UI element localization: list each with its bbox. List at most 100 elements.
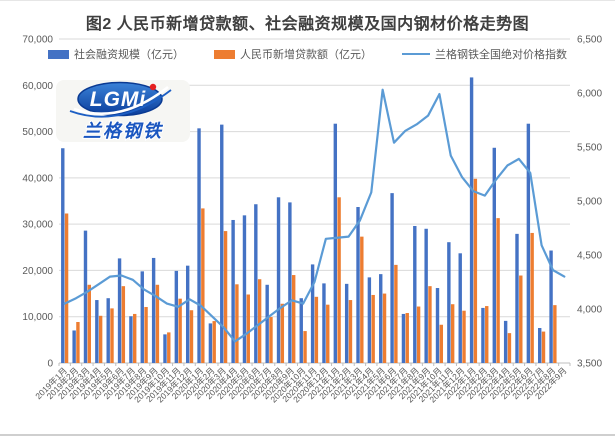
bar-tsf <box>469 77 474 363</box>
bar-loans <box>235 284 239 363</box>
bar-tsf <box>208 323 213 363</box>
chart-legend: 社会融资规模（亿元） 人民币新增贷款额（亿元） 兰格钢铁全国绝对价格指数 <box>0 46 615 62</box>
y-axis-right-label: 5,500 <box>577 143 602 154</box>
bar-tsf <box>492 147 496 363</box>
bar-tsf <box>526 123 531 364</box>
bar-tsf <box>254 204 258 363</box>
legend-label-index: 兰格钢铁全国绝对价格指数 <box>435 49 567 61</box>
bar-tsf <box>265 284 269 363</box>
bar-loans <box>553 305 557 363</box>
y-axis-left-label: 70,000 <box>22 35 53 46</box>
y-axis-left-label: 50,000 <box>22 127 53 138</box>
logo-text: LGMi <box>90 88 147 111</box>
y-axis-right-label: 6,000 <box>577 89 602 100</box>
y-axis-right-label: 5,000 <box>577 197 602 208</box>
bar-tsf <box>458 253 462 363</box>
chart-title: 图2 人民币新增贷款额、社会融资规模及国内钢材价格走势图 <box>85 16 530 33</box>
bar-loans <box>371 294 375 363</box>
y-axis-left-label: 20,000 <box>22 266 53 277</box>
bar-loans <box>473 178 478 363</box>
bar-loans <box>485 306 489 363</box>
bar-loans <box>405 313 409 363</box>
bar-tsf <box>299 298 303 363</box>
bar-loans <box>519 275 523 363</box>
y-axis-right-label: 3,500 <box>577 359 602 370</box>
logo-swoosh-white-icon <box>73 85 169 116</box>
bar-loans <box>133 313 137 363</box>
y-axis-left-label: 10,000 <box>22 312 53 323</box>
bar-loans <box>155 284 160 363</box>
bar-tsf <box>163 334 167 363</box>
bar-tsf <box>344 283 349 363</box>
bar-tsf <box>276 197 281 363</box>
y-axis-right-label: 4,000 <box>577 305 602 316</box>
legend-item-tsf: 社会融资规模（亿元） <box>48 46 184 62</box>
bar-tsf <box>174 270 179 363</box>
bar-tsf <box>61 148 65 363</box>
bar-tsf <box>379 274 383 363</box>
logo-subtext: 兰格钢铁 <box>83 121 164 141</box>
y-axis-right-label: 4,500 <box>577 251 602 262</box>
bar-tsf <box>72 330 76 363</box>
bar-loans <box>348 300 353 363</box>
bar-tsf <box>151 257 156 363</box>
bar-loans <box>360 236 364 363</box>
bar-tsf <box>538 328 542 363</box>
legend-label-loans: 人民币新增贷款额（亿元） <box>240 49 372 61</box>
bar-loans <box>314 296 319 363</box>
bar-loans <box>291 275 296 363</box>
bar-loans <box>201 208 205 363</box>
bar-loans <box>121 286 126 363</box>
bar-tsf <box>140 271 144 363</box>
bar-loans <box>496 218 500 363</box>
legend-item-index: 兰格钢铁全国绝对价格指数 <box>402 46 567 62</box>
legend-swatch-loans-icon <box>214 49 235 59</box>
bar-tsf <box>220 124 224 363</box>
logo-swoosh-blue-icon <box>69 89 172 118</box>
bar-loans <box>541 331 546 363</box>
bar-loans <box>394 264 398 363</box>
bar-loans <box>280 303 285 363</box>
bar-loans <box>246 294 250 363</box>
bar-tsf <box>83 230 88 363</box>
bar-loans <box>87 284 91 363</box>
bar-loans <box>303 331 307 363</box>
bar-tsf <box>333 123 338 364</box>
bar-loans <box>167 332 171 363</box>
bar-tsf <box>447 242 451 363</box>
y-axis-left-label: 60,000 <box>22 81 53 92</box>
logo-dot-icon <box>149 83 157 91</box>
bar-loans <box>326 304 330 363</box>
bar-tsf <box>515 233 519 363</box>
bar-loans <box>110 308 114 363</box>
bar-loans <box>450 304 455 363</box>
bar-loans <box>64 213 69 363</box>
bar-loans <box>416 306 421 363</box>
bar-loans <box>462 310 466 363</box>
bar-loans <box>337 197 341 363</box>
bar-tsf <box>288 202 292 363</box>
bar-tsf <box>435 288 440 363</box>
bar-tsf <box>106 298 110 363</box>
bar-tsf <box>390 193 394 363</box>
bar-loans <box>189 310 194 363</box>
bar-tsf <box>549 250 553 363</box>
bar-tsf <box>481 307 485 363</box>
bar-loans <box>507 333 512 363</box>
y-axis-left-label: 0 <box>47 359 53 370</box>
bar-loans <box>428 286 432 363</box>
bar-loans <box>76 322 80 363</box>
bar-tsf <box>367 277 372 363</box>
bar-tsf <box>424 228 428 363</box>
bar-tsf <box>231 219 235 363</box>
legend-swatch-tsf-icon <box>48 49 69 59</box>
lgmi-logo: LGMi 兰格钢铁 <box>56 80 190 142</box>
bar-loans <box>269 317 273 363</box>
bar-loans <box>530 232 534 363</box>
bar-loans <box>382 293 387 363</box>
bar-loans <box>439 324 444 363</box>
bar-tsf <box>185 265 190 363</box>
bar-tsf <box>129 316 133 363</box>
